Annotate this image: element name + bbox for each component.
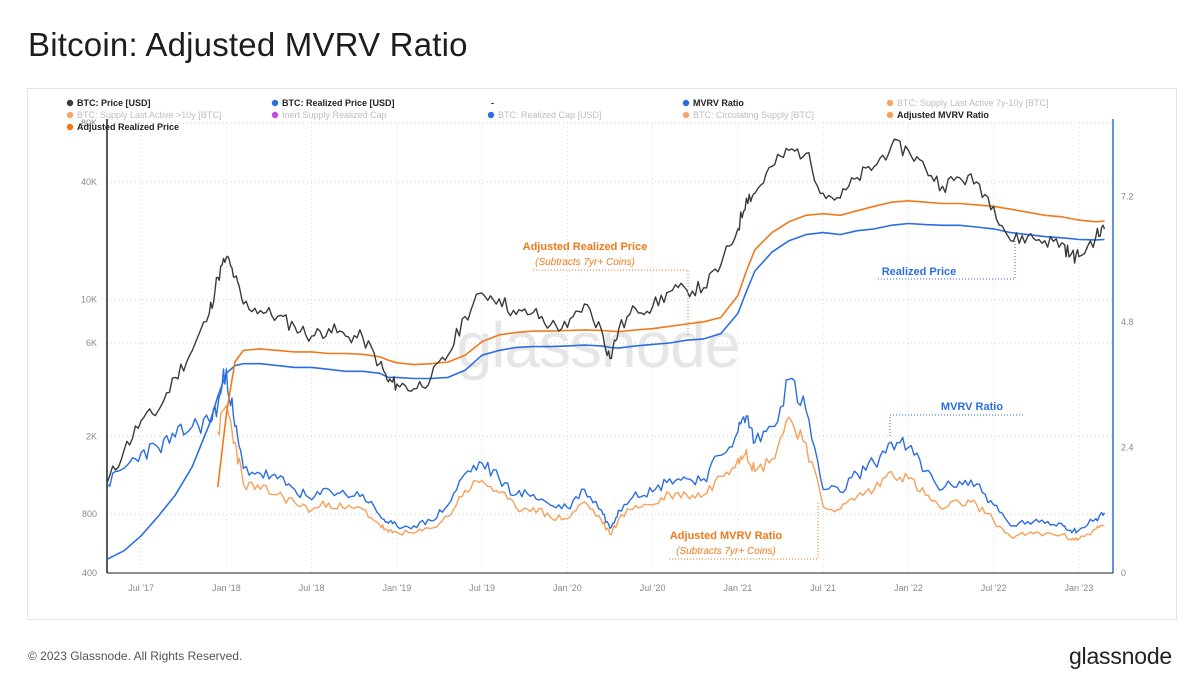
legend-swatch xyxy=(66,123,74,131)
annotation-adjusted-mvrv-title: Adjusted MVRV Ratio xyxy=(670,530,783,542)
annotation-adjusted-mvrv-subtitle: (Subtracts 7yr+ Coins) xyxy=(676,546,776,557)
x-tick-label: Jan '20 xyxy=(553,583,582,593)
gridlines xyxy=(107,122,1113,574)
legend-item-adjusted-mvrv-ratio[interactable]: Adjusted MVRV Ratio xyxy=(886,110,990,120)
legend-item-btc-realized-cap-usd[interactable]: BTC: Realized Cap [USD] xyxy=(487,110,602,120)
legend-label: BTC: Realized Cap [USD] xyxy=(498,110,602,120)
y-left-tick-label: 40K xyxy=(81,177,97,187)
legend-swatch xyxy=(682,111,690,119)
y-right-tick-label: 7.2 xyxy=(1121,191,1134,201)
series-line-btc-price-usd xyxy=(106,138,1106,484)
y-left-tick-label: 800 xyxy=(82,509,97,519)
legend-label: Inert Supply Realized Cap xyxy=(282,110,387,120)
legend-swatch xyxy=(66,111,74,119)
annotation-adjusted-realized-title: Adjusted Realized Price xyxy=(523,241,648,253)
legend-item-btc-supply-last-active-7y-10y-btc[interactable]: BTC: Supply Last Active 7y-10y [BTC] xyxy=(886,98,1049,108)
annotation-adjusted-realized-subtitle: (Subtracts 7yr+ Coins) xyxy=(535,257,635,268)
legend-swatch xyxy=(886,99,894,107)
y-left-tick-label: 2K xyxy=(86,431,97,441)
legend-swatch xyxy=(66,99,74,107)
y-right-tick-label: 4.8 xyxy=(1121,317,1134,327)
x-tick-label: Jul '19 xyxy=(469,583,495,593)
x-tick-label: Jul '17 xyxy=(128,583,154,593)
x-tick-label: Jan '22 xyxy=(894,583,923,593)
legend-item-blank[interactable]: - xyxy=(491,98,494,108)
chart-frame: glassnode 400 800 2K 6K 10K 40K 80K 0 2.4 4.8 7.2 J… xyxy=(27,88,1177,620)
page-title: Bitcoin: Adjusted MVRV Ratio xyxy=(28,26,468,63)
annotations: Adjusted Realized Price (Subtracts 7yr+ C… xyxy=(523,241,1023,560)
legend-label: Adjusted Realized Price xyxy=(77,122,179,132)
y-right-tick-label: 0 xyxy=(1121,568,1126,578)
leader-adjusted-mvrv xyxy=(668,503,819,560)
legend-label: - xyxy=(491,98,494,108)
legend-item-btc-realized-price-usd[interactable]: BTC: Realized Price [USD] xyxy=(271,98,395,108)
legend-item-adjusted-realized-price[interactable]: Adjusted Realized Price xyxy=(66,122,179,132)
legend-swatch xyxy=(682,99,690,107)
axes: 400 800 2K 6K 10K 40K 80K 0 2.4 4.8 7.2 Jul '17 Jan … xyxy=(81,118,1134,593)
x-tick-label: Jan '21 xyxy=(724,583,753,593)
y-left-tick-label: 400 xyxy=(82,568,97,578)
y-right-tick-label: 2.4 xyxy=(1121,442,1134,452)
annotation-mvrv-ratio: MVRV Ratio xyxy=(941,401,1003,413)
x-tick-label: Jan '19 xyxy=(382,583,411,593)
chart-svg: glassnode 4008002K6K10K40K80K02.44.87.2J… xyxy=(66,98,1134,593)
legend-label: BTC: Supply Last Active 7y-10y [BTC] xyxy=(897,98,1049,108)
legend-item-btc-circulating-supply-btc[interactable]: BTC: Circulating Supply [BTC] xyxy=(682,110,814,120)
legend-swatch xyxy=(886,111,894,119)
legend-label: MVRV Ratio xyxy=(693,98,744,108)
x-tick-label: Jul '20 xyxy=(640,583,666,593)
x-tick-label: Jul '22 xyxy=(981,583,1007,593)
series-line-mvrv-ratio xyxy=(106,368,1106,534)
legend-label: BTC: Price [USD] xyxy=(77,98,151,108)
legend-label: Adjusted MVRV Ratio xyxy=(897,110,989,120)
series-line-adjusted-realized-price xyxy=(217,200,1105,488)
legend-swatch xyxy=(271,99,279,107)
x-tick-label: Jul '18 xyxy=(299,583,325,593)
brand-logo: glassnode xyxy=(1068,643,1172,669)
legend-item-inert-supply-realized-cap[interactable]: Inert Supply Realized Cap xyxy=(271,110,387,120)
legend[interactable]: BTC: Price [USD] BTC: Realized Price [USD… xyxy=(66,98,1049,132)
y-left-tick-label: 6K xyxy=(86,338,97,348)
legend-swatch xyxy=(271,111,279,119)
legend-label: BTC: Realized Price [USD] xyxy=(282,98,395,108)
legend-item-mvrv-ratio[interactable]: MVRV Ratio xyxy=(682,98,745,108)
legend-item-btc-supply-last-active-10y-btc[interactable]: BTC: Supply Last Active >10y [BTC] xyxy=(66,110,222,120)
series-lines xyxy=(106,138,1106,561)
x-tick-label: Jan '18 xyxy=(212,583,241,593)
y-left-tick-label: 80K xyxy=(81,118,97,128)
legend-item-btc-price-usd[interactable]: BTC: Price [USD] xyxy=(66,98,151,108)
x-tick-label: Jul '21 xyxy=(810,583,836,593)
legend-label: BTC: Supply Last Active >10y [BTC] xyxy=(77,110,221,120)
y-left-tick-label: 10K xyxy=(81,295,97,305)
legend-label: BTC: Circulating Supply [BTC] xyxy=(693,110,814,120)
x-tick-label: Jan '23 xyxy=(1065,583,1094,593)
leader-mvrv-ratio xyxy=(889,414,1023,436)
series-line-adjusted-mvrv-ratio xyxy=(217,404,1105,541)
series-line-btc-realized-price-usd xyxy=(106,222,1105,561)
legend-swatch xyxy=(487,111,495,119)
leader-adjusted-realized xyxy=(533,269,689,335)
annotation-realized-price: Realized Price xyxy=(882,266,957,278)
footer-copyright: © 2023 Glassnode. All Rights Reserved. xyxy=(28,649,243,663)
leader-realized-price xyxy=(878,241,1016,280)
